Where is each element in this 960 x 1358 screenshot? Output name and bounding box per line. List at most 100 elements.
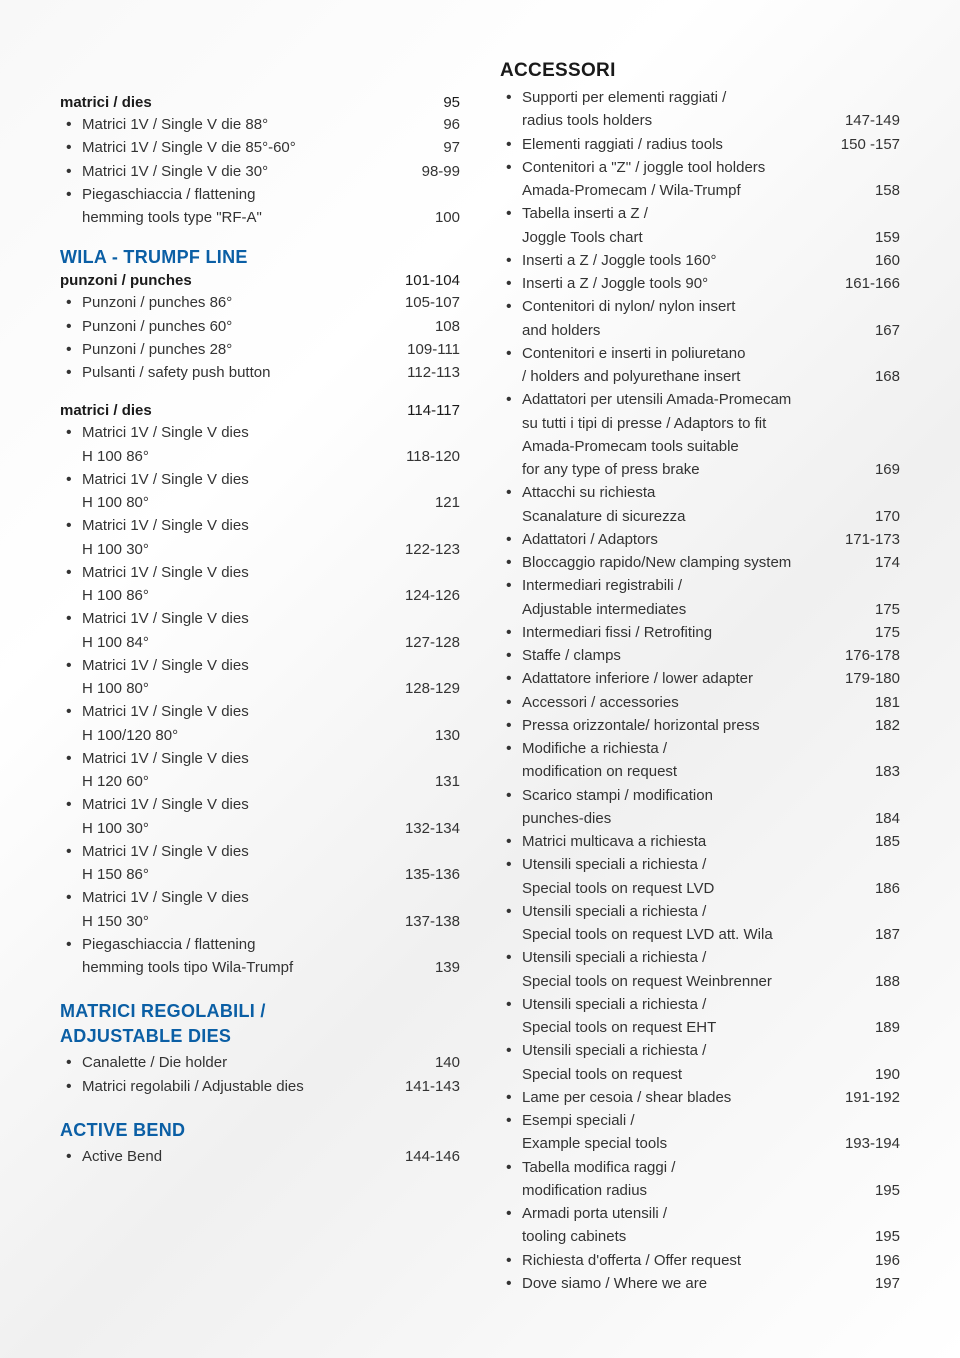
item-label: Utensili speciali a richiesta /	[522, 993, 900, 1016]
item-page: 170	[836, 505, 900, 528]
item-page: 174	[836, 551, 900, 574]
list-item: Utensili speciali a richiesta /Special t…	[500, 900, 900, 947]
list-item: Utensili speciali a richiesta /Special t…	[500, 946, 900, 993]
list-item: Adattatori per utensili Amada-Promecamsu…	[500, 388, 900, 481]
item-page: 96	[396, 113, 460, 136]
item-page: 167	[836, 319, 900, 342]
item-label: Punzoni / punches 60°	[82, 315, 396, 338]
item-page: 159	[836, 226, 900, 249]
item-label: Matrici 1V / Single V dies	[82, 561, 460, 584]
subhead-label: matrici / dies	[60, 402, 152, 419]
item-subline: H 100/120 80°	[82, 724, 396, 747]
item-page: 195	[836, 1225, 900, 1248]
heading-wila-trumpf: WILA - TRUMPF LINE	[60, 247, 460, 268]
item-label: Elementi raggiati / radius tools	[522, 133, 836, 156]
item-label: Accessori / accessories	[522, 691, 836, 714]
item-page: 118-120	[396, 445, 460, 468]
item-page: 128-129	[396, 677, 460, 700]
list-item: Contenitori a "Z" / joggle tool holdersA…	[500, 156, 900, 203]
item-label: Piegaschiaccia / flattening	[82, 933, 460, 956]
list-item: Matrici 1V / Single V diesH 100/120 80°1…	[60, 700, 460, 747]
item-subline: tooling cabinets	[522, 1225, 836, 1248]
item-page: 193-194	[836, 1132, 900, 1155]
right-column: ACCESSORI Supporti per elementi raggiati…	[500, 60, 900, 1301]
item-page: 132-134	[396, 817, 460, 840]
item-label: Utensili speciali a richiesta /	[522, 1039, 900, 1062]
item-page: 168	[836, 365, 900, 388]
item-subline: Special tools on request EHT	[522, 1016, 836, 1039]
item-page: 175	[836, 598, 900, 621]
list-item: Tabella inserti a Z /Joggle Tools chart1…	[500, 202, 900, 249]
item-page: 137-138	[396, 910, 460, 933]
item-subline: for any type of press brake	[522, 458, 836, 481]
item-page: 187	[836, 923, 900, 946]
item-label: Intermediari registrabili /	[522, 574, 900, 597]
heading-accessori: ACCESSORI	[500, 60, 900, 82]
item-label: Pulsanti / safety push button	[82, 361, 396, 384]
item-page: 171-173	[836, 528, 900, 551]
item-page: 195	[836, 1179, 900, 1202]
list-item: Punzoni / punches 86°105-107	[60, 291, 460, 314]
heading-adjustable-dies-l1: MATRICI REGOLABILI /	[60, 1001, 460, 1022]
subhead-matrici-dies-1: matrici / dies 95	[60, 94, 460, 111]
item-label: Matrici 1V / Single V dies	[82, 421, 460, 444]
list-item: Lame per cesoia / shear blades191-192	[500, 1086, 900, 1109]
subhead-page: 101-104	[396, 272, 460, 289]
item-label: Tabella inserti a Z /	[522, 202, 900, 225]
item-label: Matrici regolabili / Adjustable dies	[82, 1075, 396, 1098]
item-label: Bloccaggio rapido/New clamping system	[522, 551, 836, 574]
page-columns: matrici / dies 95 Matrici 1V / Single V …	[60, 60, 900, 1301]
item-label: Utensili speciali a richiesta /	[522, 946, 900, 969]
item-subline: Scanalature di sicurezza	[522, 505, 836, 528]
list-item: Utensili speciali a richiesta /Special t…	[500, 993, 900, 1040]
item-label: Intermediari fissi / Retrofiting	[522, 621, 836, 644]
list-item: Inserti a Z / Joggle tools 90°161-166	[500, 272, 900, 295]
list-item: Matrici 1V / Single V diesH 100 84°127-1…	[60, 607, 460, 654]
item-subline: H 150 86°	[82, 863, 396, 886]
item-page: 158	[836, 179, 900, 202]
item-page: 184	[836, 807, 900, 830]
item-page: 144-146	[396, 1145, 460, 1168]
item-page: 97	[396, 136, 460, 159]
list-item: Utensili speciali a richiesta /Special t…	[500, 1039, 900, 1086]
list-item: Piegaschiaccia / flatteninghemming tools…	[60, 183, 460, 230]
item-label: Armadi porta utensili /	[522, 1202, 900, 1225]
list-item: Contenitori di nylon/ nylon insertand ho…	[500, 295, 900, 342]
heading-adjustable-dies-l2: ADJUSTABLE DIES	[60, 1026, 460, 1047]
list-item: Matrici 1V / Single V die 85°-60°97	[60, 136, 460, 159]
heading-active-bend: ACTIVE BEND	[60, 1120, 460, 1141]
list-item: Matrici 1V / Single V diesH 150 30°137-1…	[60, 886, 460, 933]
list-item: Dove siamo / Where we are197	[500, 1272, 900, 1295]
item-page: 105-107	[396, 291, 460, 314]
list-item: Contenitori e inserti in poliuretano/ ho…	[500, 342, 900, 389]
item-label: Matrici 1V / Single V dies	[82, 886, 460, 909]
item-label: Contenitori a "Z" / joggle tool holders	[522, 156, 900, 179]
list-g2: Punzoni / punches 86°105-107Punzoni / pu…	[60, 291, 460, 384]
item-label: Matrici 1V / Single V die 88°	[82, 113, 396, 136]
item-page: 196	[836, 1249, 900, 1272]
item-subline: Amada-Promecam / Wila-Trumpf	[522, 179, 836, 202]
item-page: 160	[836, 249, 900, 272]
subhead-page: 95	[396, 94, 460, 111]
item-subline: punches-dies	[522, 807, 836, 830]
left-column: matrici / dies 95 Matrici 1V / Single V …	[60, 60, 460, 1301]
subhead-label: matrici / dies	[60, 94, 152, 111]
item-page: 150 -157	[836, 133, 900, 156]
item-page: 188	[836, 970, 900, 993]
item-subline: / holders and polyurethane insert	[522, 365, 836, 388]
subhead-page: 114-117	[396, 402, 460, 419]
item-label: Matrici 1V / Single V dies	[82, 514, 460, 537]
list-item: Intermediari fissi / Retrofiting175	[500, 621, 900, 644]
item-label: Tabella modifica raggi /	[522, 1156, 900, 1179]
item-subline: H 100 80°	[82, 491, 396, 514]
list-accessori: Supporti per elementi raggiati /radius t…	[500, 86, 900, 1295]
list-item: Scarico stampi / modificationpunches-die…	[500, 784, 900, 831]
list-g5: Active Bend144-146	[60, 1145, 460, 1168]
item-label: Dove siamo / Where we are	[522, 1272, 836, 1295]
list-g4: Canalette / Die holder140Matrici regolab…	[60, 1051, 460, 1098]
list-item: Matrici regolabili / Adjustable dies141-…	[60, 1075, 460, 1098]
item-page: 100	[396, 206, 460, 229]
item-page: 182	[836, 714, 900, 737]
item-page: 175	[836, 621, 900, 644]
item-subline: hemming tools type "RF-A"	[82, 206, 396, 229]
